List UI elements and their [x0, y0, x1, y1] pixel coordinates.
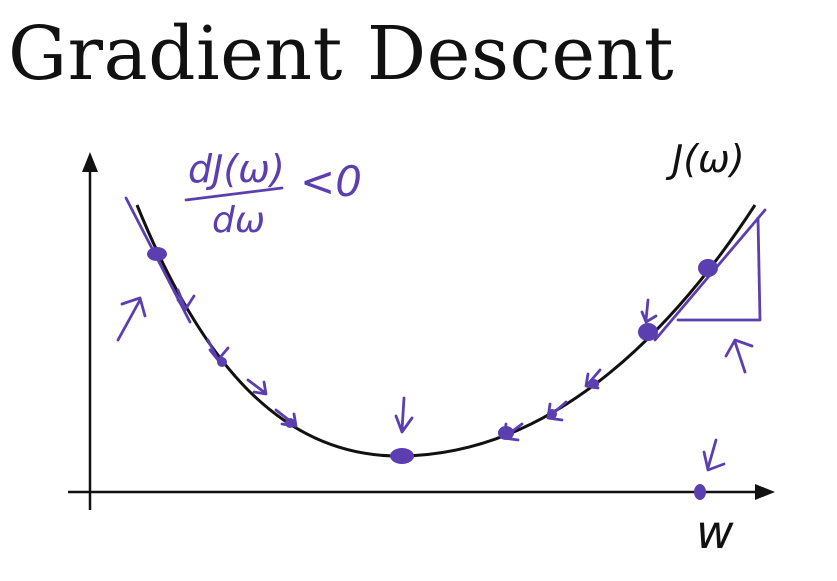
x-axis-arrowhead — [755, 484, 775, 500]
point-right-1 — [638, 323, 658, 341]
point-right-2 — [589, 379, 599, 389]
descent-points — [147, 247, 718, 500]
step-arrow-3 — [246, 378, 268, 396]
w-point-arrow — [702, 438, 726, 472]
derivative-fraction-bar — [184, 186, 284, 202]
slope-triangle — [676, 216, 762, 322]
step-arrow-2 — [206, 338, 230, 362]
derivative-denominator: dω — [212, 200, 265, 241]
point-left-3 — [285, 418, 295, 428]
point-on-w-axis — [694, 484, 706, 500]
y-axis-arrowhead — [82, 152, 98, 172]
point-minimum — [390, 448, 414, 464]
step-arrow-5 — [640, 298, 658, 324]
step-arrow-1 — [176, 288, 196, 312]
point-right-start — [698, 259, 718, 277]
derivative-numerator: dJ(ω) — [188, 147, 285, 191]
min-arrow — [394, 396, 414, 434]
axes — [68, 152, 775, 510]
up-arrow-left — [116, 296, 147, 342]
up-arrow-right — [724, 338, 754, 374]
point-left-start — [147, 247, 167, 261]
slide-title: Gradient Descent — [8, 11, 675, 97]
derivative-relation: <0 — [300, 157, 362, 206]
point-right-4 — [498, 426, 514, 440]
point-left-2 — [217, 357, 227, 367]
point-right-3 — [547, 409, 557, 419]
cost-function-label: J(ω) — [665, 137, 745, 181]
w-axis-label: w — [696, 505, 734, 559]
